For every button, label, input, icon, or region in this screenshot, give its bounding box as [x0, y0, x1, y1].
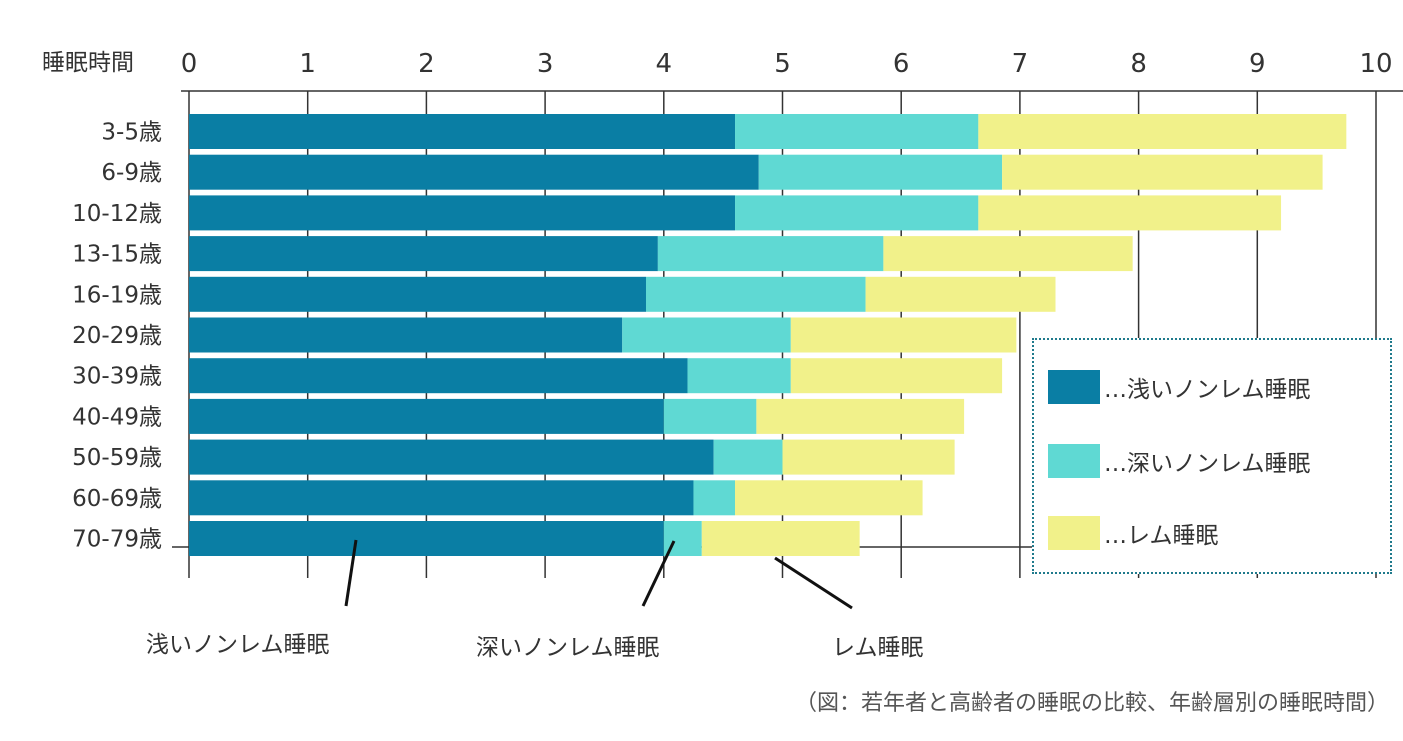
callout-line-rem	[774, 556, 853, 610]
category-label: 40-49歳	[72, 404, 162, 430]
category-labels: 3-5歳 6-9歳 10-12歳 13-15歳 16-19歳 20-29歳 30-39歳 40…	[72, 120, 162, 553]
category-label: 20-29歳	[72, 323, 162, 349]
x-tick-label-1: 1	[299, 49, 316, 79]
callout-rem: レム睡眠	[832, 635, 924, 661]
category-label: 70-79歳	[72, 527, 162, 553]
bar-segment-light	[189, 317, 623, 353]
x-tick-label-10: 10	[1359, 49, 1392, 79]
bar-segment-deep	[657, 236, 884, 272]
bar-segment-deep	[713, 439, 783, 475]
bar-segment-deep	[687, 358, 791, 394]
x-tick-label-6: 6	[893, 49, 910, 79]
category-label: 3-5歳	[101, 120, 162, 146]
callout-line-light	[344, 539, 358, 607]
category-label: 16-19歳	[72, 282, 162, 308]
bar-segment-deep	[693, 480, 736, 516]
bar-segment-rem	[701, 521, 860, 556]
category-label: 50-59歳	[72, 445, 162, 471]
bar-segment-rem	[756, 398, 965, 434]
category-label: 30-39歳	[72, 364, 162, 390]
bar-segment-rem	[1002, 154, 1323, 190]
category-label: 60-69歳	[72, 486, 162, 512]
category-label: 6-9歳	[101, 160, 162, 186]
bar-segment-rem	[978, 114, 1347, 149]
bars	[189, 114, 1347, 556]
x-tick-label-5: 5	[774, 49, 791, 79]
bar-segment-rem	[790, 358, 1003, 394]
axis-title: 睡眠時間	[42, 50, 134, 76]
bar-segment-light	[189, 195, 736, 231]
bar-segment-rem	[865, 276, 1056, 312]
callout-deep: 深いノンレム睡眠	[476, 635, 660, 661]
legend-swatch-deep	[1048, 444, 1100, 478]
legend-item-rem: …レム睡眠	[1048, 516, 1219, 550]
legend-label-light: …浅いノンレム睡眠	[1104, 377, 1311, 403]
bar-segment-rem	[883, 236, 1133, 272]
bar-segment-light	[189, 154, 759, 190]
callout-light: 浅いノンレム睡眠	[146, 632, 330, 658]
x-tick-label-8: 8	[1130, 49, 1147, 79]
x-tick-label-4: 4	[656, 49, 673, 79]
callout-line-deep	[641, 540, 676, 607]
bar-segment-deep	[622, 317, 791, 353]
bar-segment-light	[189, 114, 736, 149]
bar-segment-deep	[735, 114, 979, 149]
bar-segment-rem	[978, 195, 1282, 231]
bar-segment-light	[189, 480, 694, 516]
bar-segment-light	[189, 276, 646, 312]
legend-label-rem: …レム睡眠	[1104, 523, 1219, 549]
x-tick-label-2: 2	[418, 49, 435, 79]
legend-swatch-light	[1048, 370, 1100, 404]
legend-item-deep: …深いノンレム睡眠	[1048, 444, 1311, 478]
category-label: 13-15歳	[72, 242, 162, 268]
legend-label-deep: …深いノンレム睡眠	[1104, 451, 1311, 477]
x-tick-label-0: 0	[181, 49, 198, 79]
figure-caption: （図：若年者と高齢者の睡眠の比較、年齢層別の睡眠時間）	[794, 691, 1389, 716]
bar-segment-rem	[782, 439, 955, 475]
legend: …浅いノンレム睡眠 …深いノンレム睡眠 …レム睡眠	[1032, 338, 1392, 574]
bar-segment-deep	[758, 154, 1003, 190]
legend-item-light: …浅いノンレム睡眠	[1048, 370, 1311, 404]
bar-segment-light	[189, 521, 664, 556]
bar-segment-light	[189, 439, 714, 475]
bar-segment-light	[189, 398, 664, 434]
bar-segment-deep	[735, 195, 979, 231]
bar-segment-light	[189, 236, 658, 272]
bar-segment-deep	[663, 398, 757, 434]
bar-segment-deep	[645, 276, 866, 312]
bar-segment-rem	[735, 480, 923, 516]
bar-segment-rem	[790, 317, 1017, 353]
category-label: 10-12歳	[72, 201, 162, 227]
x-tick-label-7: 7	[1012, 49, 1029, 79]
bar-segment-light	[189, 358, 688, 394]
x-tick-label-9: 9	[1249, 49, 1266, 79]
x-tick-labels: 0 1 2 3 4 5 6 7 8 9 10	[181, 49, 1393, 79]
x-tick-label-3: 3	[537, 49, 554, 79]
legend-swatch-rem	[1048, 516, 1100, 550]
